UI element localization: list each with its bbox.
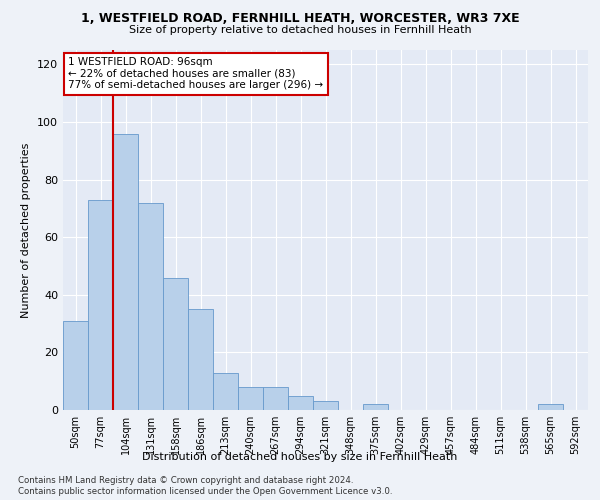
Bar — [263, 387, 288, 410]
Bar — [113, 134, 138, 410]
Bar — [88, 200, 113, 410]
Bar — [63, 320, 88, 410]
Text: 1 WESTFIELD ROAD: 96sqm
← 22% of detached houses are smaller (83)
77% of semi-de: 1 WESTFIELD ROAD: 96sqm ← 22% of detache… — [68, 57, 323, 90]
Text: Contains HM Land Registry data © Crown copyright and database right 2024.: Contains HM Land Registry data © Crown c… — [18, 476, 353, 485]
Y-axis label: Number of detached properties: Number of detached properties — [22, 142, 31, 318]
Bar — [163, 278, 188, 410]
Text: Distribution of detached houses by size in Fernhill Heath: Distribution of detached houses by size … — [142, 452, 458, 462]
Text: 1, WESTFIELD ROAD, FERNHILL HEATH, WORCESTER, WR3 7XE: 1, WESTFIELD ROAD, FERNHILL HEATH, WORCE… — [80, 12, 520, 26]
Bar — [138, 202, 163, 410]
Bar — [238, 387, 263, 410]
Bar — [288, 396, 313, 410]
Bar — [363, 404, 388, 410]
Bar — [213, 372, 238, 410]
Text: Contains public sector information licensed under the Open Government Licence v3: Contains public sector information licen… — [18, 487, 392, 496]
Text: Size of property relative to detached houses in Fernhill Heath: Size of property relative to detached ho… — [128, 25, 472, 35]
Bar — [538, 404, 563, 410]
Bar — [313, 402, 338, 410]
Bar — [188, 309, 213, 410]
